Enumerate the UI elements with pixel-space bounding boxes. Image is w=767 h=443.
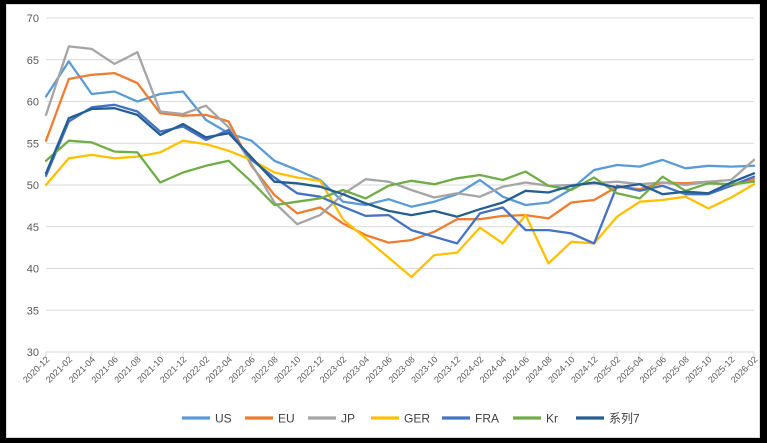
- y-axis-tick-label: 50: [27, 180, 39, 192]
- legend-label-GER: GER: [404, 412, 430, 426]
- legend-label-JP: JP: [341, 412, 355, 426]
- legend-label-US: US: [215, 412, 232, 426]
- y-axis-tick-label: 70: [27, 13, 39, 25]
- legend-label-EU: EU: [278, 412, 295, 426]
- legend-label-FRA: FRA: [475, 412, 499, 426]
- y-axis-tick-label: 60: [27, 97, 39, 109]
- legend-label-Kr: Kr: [546, 412, 558, 426]
- series-line-EU: [44, 71, 756, 244]
- y-axis-tick-label: 35: [27, 305, 39, 317]
- series-line-GER: [44, 139, 756, 279]
- series-line-JP: [44, 45, 756, 226]
- y-axis-tick-label: 45: [27, 222, 39, 234]
- series-line-US: [44, 60, 756, 208]
- series-line-系列7: [44, 107, 756, 218]
- series-line-FRA: [44, 103, 756, 245]
- y-axis-tick-label: 40: [27, 264, 39, 276]
- y-axis-tick-label: 65: [27, 55, 39, 67]
- series-line-Kr: [44, 139, 756, 207]
- legend-label-系列7: 系列7: [609, 412, 640, 426]
- chart-panel: [6, 4, 760, 438]
- y-axis-tick-label: 55: [27, 138, 39, 150]
- y-axis-tick-label: 30: [27, 347, 39, 359]
